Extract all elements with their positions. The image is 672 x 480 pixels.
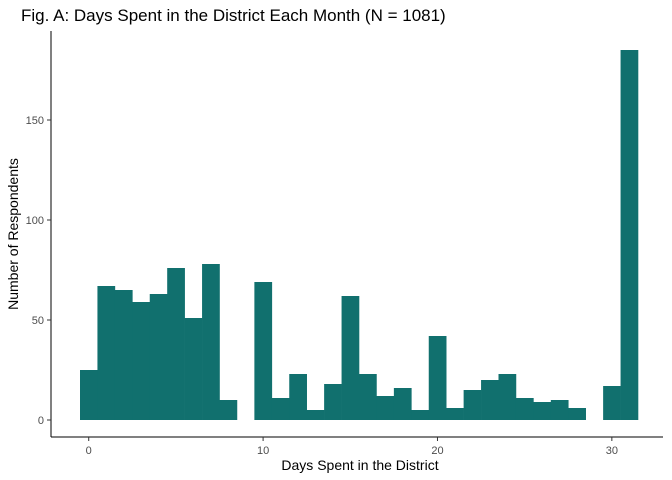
bars-group [80, 50, 639, 420]
x-tick-label: 0 [86, 445, 92, 457]
x-tick-label: 20 [431, 445, 443, 457]
bar-day-12 [289, 374, 307, 420]
bar-day-18 [393, 388, 412, 420]
x-tick-label: 30 [606, 445, 618, 457]
x-tick-label: 10 [257, 445, 269, 457]
bar-day-24 [498, 374, 517, 420]
bar-day-14 [324, 384, 342, 420]
bar-day-21 [446, 408, 464, 420]
bar-day-13 [306, 410, 325, 420]
bar-day-6 [184, 318, 203, 420]
bar-day-15 [341, 296, 360, 420]
y-ticks-group: 0 50 100 150 [26, 115, 51, 427]
bar-day-20 [428, 336, 447, 420]
bar-day-16 [359, 374, 377, 420]
bar-day-28 [568, 408, 586, 420]
bar-day-26 [533, 402, 552, 420]
y-tick-label: 0 [38, 415, 44, 427]
y-tick-label: 150 [26, 115, 44, 127]
bar-day-19 [411, 410, 430, 420]
y-axis-title: Number of Respondents [5, 158, 21, 310]
x-ticks-group: 0 10 20 30 [86, 437, 618, 457]
bar-day-25 [515, 398, 534, 420]
bar-day-1 [97, 286, 116, 420]
bar-day-23 [481, 380, 499, 420]
bar-day-2 [114, 290, 133, 420]
bar-day-10 [254, 282, 273, 420]
bar-day-3 [132, 302, 151, 420]
bar-day-27 [550, 400, 569, 420]
bar-day-7 [202, 264, 220, 420]
bar-day-4 [149, 294, 168, 420]
bar-day-5 [167, 268, 185, 420]
y-tick-label: 50 [32, 315, 44, 327]
bar-day-31 [620, 50, 639, 420]
x-axis-title: Days Spent in the District [281, 457, 438, 473]
bar-day-8 [219, 400, 238, 420]
y-tick-label: 100 [26, 215, 44, 227]
bar-day-17 [376, 396, 395, 420]
bar-day-0 [80, 370, 98, 420]
bar-day-22 [463, 390, 482, 420]
chart-title: Fig. A: Days Spent in the District Each … [21, 6, 446, 25]
bar-day-30 [603, 386, 621, 420]
bar-day-11 [271, 398, 290, 420]
